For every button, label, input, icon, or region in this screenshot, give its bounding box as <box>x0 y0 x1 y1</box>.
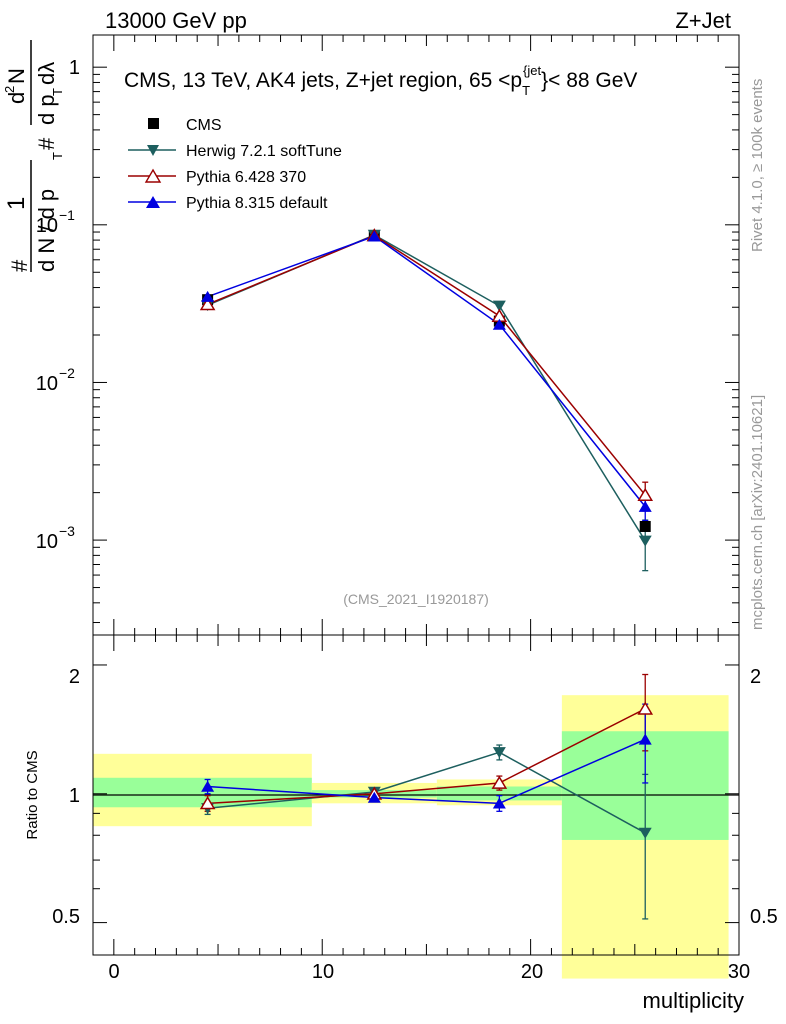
main-series-layer <box>207 234 649 572</box>
ratio-point-2 <box>201 780 215 792</box>
legend-label-pythia6: Pythia 6.428 370 <box>186 169 306 186</box>
ratio-point-1 <box>199 795 216 810</box>
ylabel-d2: d <box>4 92 29 104</box>
ratio-band-inner <box>93 777 312 808</box>
mc-point-1 <box>637 487 654 502</box>
ytick-label-1: 1 <box>69 57 80 79</box>
plot-title-sub: T <box>522 83 530 98</box>
xtick-label-20: 20 <box>521 961 543 983</box>
cms-data-point <box>639 520 651 532</box>
rivet-version-label: Rivet 4.1.0, ≥ 100k events <box>749 79 766 252</box>
main-ylabel: # 1 d N / d p T # d 2 N d p T dλ <box>2 40 65 272</box>
legend-entry-pythia8: Pythia 8.315 default <box>128 195 328 212</box>
xaxis-tick-labels: 0 10 20 30 <box>108 961 750 983</box>
ratio-line-2 <box>207 738 646 805</box>
ylabel-dlambda: dλ <box>34 62 59 85</box>
xaxis-label: multiplicity <box>643 988 744 1013</box>
ratio-ytick-label-right-05: 0.5 <box>750 906 778 928</box>
ylabel-pT-sub-2: T <box>50 88 65 96</box>
plot-title-end: }< 88 GeV <box>541 69 637 92</box>
ratio-ytick-label-left-05: 0.5 <box>52 906 80 928</box>
mc-point-1 <box>199 297 216 311</box>
ratio-point-2 <box>492 797 506 809</box>
legend-marker-cms <box>148 118 159 129</box>
main-markers-layer <box>199 228 654 547</box>
mc-point-2 <box>367 230 381 242</box>
ratio-point-1 <box>637 701 654 715</box>
main-ytick-labels: 1 10 −1 10 −2 10 −3 <box>36 57 80 553</box>
ytick-label-1e-3-exp: −3 <box>59 523 75 539</box>
ratio-point-2 <box>638 733 652 745</box>
ylabel-dN-dp: d N / d p <box>34 189 59 272</box>
ratio-ytick-label-right-2: 2 <box>750 666 761 688</box>
ylabel-hash-mid: # <box>34 137 59 150</box>
ratio-line-0 <box>207 751 646 834</box>
plot-title: CMS, 13 TeV, AK4 jets, Z+jet region, 65 … <box>124 63 637 98</box>
ratio-ytick-label-left-1: 1 <box>69 785 80 807</box>
ratio-line-1 <box>207 708 646 805</box>
ytick-label-1e-1-exp: −1 <box>59 207 75 223</box>
legend-marker-pythia6 <box>144 168 162 183</box>
ylabel-dp: d p <box>34 94 59 125</box>
main-line-1 <box>207 234 646 496</box>
main-axis-ticks <box>92 35 740 635</box>
legend-marker-pythia8 <box>146 196 160 208</box>
legend-marker-herwig <box>147 145 159 156</box>
main-line-0 <box>207 234 646 542</box>
mcplots-label: mcplots.cern.ch [arXiv:2401.10621] <box>749 395 766 630</box>
main-plot: CMS, 13 TeV, AK4 jets, Z+jet region, 65 … <box>2 34 740 636</box>
mc-point-2 <box>638 500 652 512</box>
analysis-watermark: (CMS_2021_I1920187) <box>343 591 489 607</box>
mc-point-2 <box>201 290 215 302</box>
ytick-label-1e-2-base: 10 <box>36 373 58 395</box>
ratio-plot: 2 1 0.5 2 0.5 Ratio to CMS <box>24 634 778 979</box>
mc-point-2 <box>492 318 506 330</box>
plot-title-main: CMS, 13 TeV, AK4 jets, Z+jet region, 65 … <box>124 69 522 92</box>
header-right-title: Z+Jet <box>675 8 731 33</box>
ylabel-N: N <box>4 68 29 84</box>
legend-label-herwig: Herwig 7.2.1 softTune <box>186 143 342 160</box>
plot-title-sup: {jet <box>523 63 541 78</box>
main-line-2 <box>207 235 646 508</box>
ytick-label-1e-3-base: 10 <box>36 531 58 553</box>
ylabel-hash-left: # <box>7 259 32 272</box>
legend-entry-herwig: Herwig 7.2.1 softTune <box>128 143 342 160</box>
legend-label-cms: CMS <box>186 117 222 134</box>
ratio-point-1 <box>491 775 508 789</box>
xtick-label-0: 0 <box>108 961 119 983</box>
ratio-ytick-labels: 2 1 0.5 2 0.5 <box>52 666 778 928</box>
ratio-uncertainty-bands <box>93 695 729 979</box>
ratio-series-layer <box>199 673 654 920</box>
ratio-point-2 <box>367 791 381 803</box>
ylabel-sq: 2 <box>2 86 17 93</box>
ratio-ylabel: Ratio to CMS <box>24 750 41 839</box>
ytick-label-1e-1-base: 10 <box>36 215 58 237</box>
ylabel-one: 1 <box>3 197 30 210</box>
legend-label-pythia8: Pythia 8.315 default <box>186 195 328 212</box>
xtick-label-10: 10 <box>312 961 334 983</box>
ratio-ytick-label-left-2: 2 <box>69 666 80 688</box>
ylabel-pT-sub: T <box>50 152 65 160</box>
ratio-point-0 <box>638 827 652 839</box>
mc-point-0 <box>492 300 506 312</box>
mc-point-0 <box>638 535 652 547</box>
header-left-title: 13000 GeV pp <box>105 8 247 33</box>
ratio-point-0 <box>492 747 506 759</box>
ratio-axis-ticks <box>92 635 740 955</box>
xtick-label-30: 30 <box>728 961 750 983</box>
ytick-label-1e-2-exp: −2 <box>59 365 75 381</box>
legend-entry-pythia6: Pythia 6.428 370 <box>128 168 306 186</box>
legend-entry-cms: CMS <box>148 117 222 134</box>
legend: CMS Herwig 7.2.1 softTune Pythia 6.428 3… <box>128 117 342 212</box>
